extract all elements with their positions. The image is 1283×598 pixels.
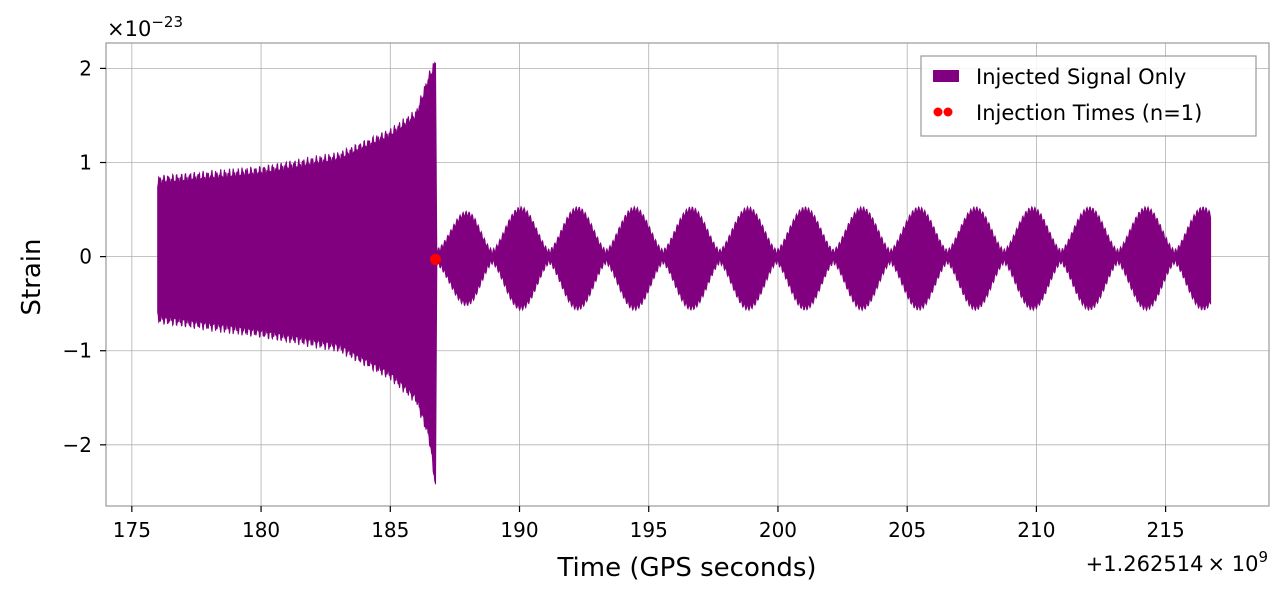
series-injected-signal bbox=[157, 61, 1212, 485]
x-axis-label: Time (GPS seconds) bbox=[556, 553, 816, 583]
x-tick-label: 200 bbox=[759, 518, 797, 542]
x-tick-label: 215 bbox=[1147, 518, 1185, 542]
x-tick-label: 180 bbox=[242, 518, 280, 542]
injection-points bbox=[430, 253, 442, 265]
y-scale-text: ×10−23 bbox=[107, 13, 183, 41]
y-tick-label: −1 bbox=[63, 339, 92, 363]
x-tick-label: 190 bbox=[500, 518, 538, 542]
legend-marker-injection-times bbox=[943, 107, 953, 117]
injection-time-marker bbox=[430, 253, 442, 265]
legend-label-injection-times: Injection Times (n=1) bbox=[976, 101, 1202, 125]
legend: Injected Signal Only Injection Times (n=… bbox=[920, 55, 1257, 137]
y-tick-label: 2 bbox=[79, 56, 92, 80]
plot-frame bbox=[105, 42, 1270, 507]
x-tick-label: 195 bbox=[630, 518, 668, 542]
x-tick-label: 175 bbox=[113, 518, 151, 542]
legend-box bbox=[920, 55, 1257, 137]
x-tick-label: 210 bbox=[1017, 518, 1055, 542]
y-tick-label: 1 bbox=[79, 151, 92, 175]
x-tick-label: 205 bbox=[888, 518, 926, 542]
x-offset-text: +1.262514 × 109 bbox=[1086, 548, 1268, 576]
y-tick-label: 0 bbox=[79, 245, 92, 269]
y-axis-label: Strain bbox=[17, 238, 47, 315]
legend-marker-injection-times bbox=[933, 107, 943, 117]
legend-label-injected-signal: Injected Signal Only bbox=[976, 65, 1186, 89]
y-tick-label: −2 bbox=[63, 433, 92, 457]
x-tick-label: 185 bbox=[371, 518, 409, 542]
legend-swatch-injected-signal bbox=[933, 70, 959, 82]
